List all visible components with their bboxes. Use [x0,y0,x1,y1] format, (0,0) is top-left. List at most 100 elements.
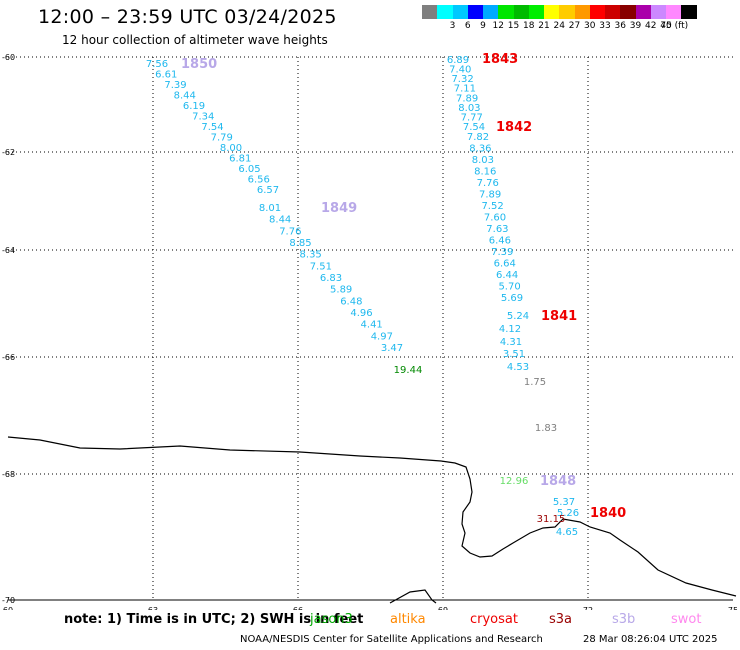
wave-height-label: 19.44 [394,365,423,376]
footnote: note: 1) Time is in UTC; 2) SWH is in fe… [64,612,364,627]
wave-height-label: 6.48 [340,296,362,307]
pass-number-label: 1842 [496,120,532,135]
coastline-path [7,436,737,597]
colorbar-swatch [681,5,697,19]
map-grid: -60 -62 -64 -66 -68 -7060 63 66 69 72 75 [2,53,738,610]
wave-height-label: 5.70 [498,282,520,293]
pass-number-label: 1849 [321,201,357,216]
wave-height-label: 7.77 [461,112,483,123]
map-title: 12:00 – 23:59 UTC 03/24/2025 [38,6,337,28]
colorbar-swatch [650,5,666,19]
colorbar-swatch [544,5,560,19]
colorbar-swatch [574,5,590,19]
pass-number-label: 1841 [541,309,577,324]
colorbar-swatch [437,5,453,19]
pass-labels: 1850 1849 1843 1842 1841 1848 1840 [181,52,626,521]
coastline-path-south [389,589,437,604]
colorbar-swatch [620,5,636,19]
wave-height-label: 1.75 [524,377,546,388]
wave-height-label: 7.39 [491,247,513,258]
wave-height-label: 5.69 [501,293,523,304]
lat-tick-label: -64 [2,246,15,255]
colorbar-label: 6 [464,21,471,31]
wave-height-label: 4.31 [500,337,522,348]
wave-height-label: 8.44 [174,91,196,102]
colorbar-label: 45 [660,21,672,31]
wave-height-label: 7.54 [463,122,485,133]
wave-height-label: 4.12 [499,324,521,335]
colorbar-label: 36 [614,21,626,31]
colorbar-swatch [528,5,544,19]
colorbar-label: 42 [645,21,657,31]
credit-text: NOAA/NESDIS Center for Satellite Applica… [240,634,543,645]
colorbar-swatch [559,5,575,19]
wave-height-label: 7.60 [484,213,506,224]
lat-tick-label: -62 [2,148,15,157]
wave-height-label: 8.03 [472,155,494,166]
wave-height-label: 7.34 [192,112,214,123]
legend-item-s3a: s3a [549,612,573,627]
colorbar-swatch [605,5,621,19]
wave-height-label: 7.51 [310,261,332,272]
map-subtitle: 12 hour collection of altimeter wave hei… [62,33,328,47]
wave-height-label: 7.89 [479,190,501,201]
lon-tick-label: 66 [293,606,303,610]
altimeter-map: -60-62-64-66-68-70606366697275 7.566.617… [2,52,738,610]
colorbar-label: 15 [507,21,520,31]
wave-height-label: 7.40 [449,65,471,76]
wave-height-label: 7.63 [486,224,508,235]
colorbar-swatch [498,5,514,19]
wave-height-label: 6.56 [248,175,270,186]
colorbar-label: 18 [523,21,535,31]
track-labels: 7.566.617.398.446.197.347.547.798.006.81… [146,55,579,538]
wave-height-label: 8.85 [289,238,311,249]
wave-height-label: 5.89 [330,285,352,296]
colorbar-swatch [467,5,483,19]
timestamp-text: 28 Mar 08:26:04 UTC 2025 [583,634,718,645]
wave-height-label: 6.44 [496,270,518,281]
wave-height-label: 5.24 [507,311,529,322]
colorbar-label: 39 [629,21,642,31]
lat-tick-label: -70 [2,596,15,605]
colorbar-label: 9 [480,21,486,31]
legend-item-altika: altika [390,612,426,627]
wave-height-label: 1.83 [535,423,557,434]
wave-height-label: 7.82 [467,132,489,143]
wave-height-label: 7.76 [279,226,301,237]
wave-height-label: 6.57 [257,185,279,196]
legend-item-cryosat: cryosat [470,612,518,627]
wave-height-label: 6.89 [447,55,469,66]
colorbar-label: 12 [492,21,504,31]
wave-height-label: 6.83 [320,273,342,284]
wave-height-label: 7.32 [451,74,473,85]
colorbar-label: 21 [538,21,550,31]
wave-height-label: 6.81 [229,154,251,165]
pass-number-label: 1848 [540,474,576,489]
wave-height-label: 7.54 [201,122,223,133]
colorbar-label: 24 [553,21,565,31]
lon-tick-label: 72 [583,606,593,610]
wave-height-label: 8.36 [469,144,491,155]
wave-height-label: 4.97 [371,331,393,342]
colorbar-swatch [483,5,499,19]
wave-height-label: 6.64 [494,259,516,270]
colorbar-labels: 3 6 9 12 15 18 21 24 27 30 33 36 39 42 45 70 (ft) [422,21,740,33]
wave-height-label: 8.03 [458,103,480,114]
wave-height-label: 7.56 [146,59,168,70]
lon-tick-label: 60 [3,606,13,610]
wave-height-label: 5.37 [553,497,575,508]
colorbar-label: 70 (ft) [660,21,689,31]
wave-height-label: 7.76 [477,178,499,189]
antarctic-coastline [7,436,737,604]
wave-height-label: 4.96 [350,308,372,319]
wave-height-label: 3.47 [381,343,403,354]
legend-item-s3b: s3b [612,612,636,627]
wave-height-label: 7.11 [454,84,476,95]
wave-height-label: 8.16 [474,167,496,178]
colorbar-swatch [452,5,468,19]
wave-height-label: 7.79 [211,133,233,144]
pass-number-label: 1850 [181,57,217,72]
wave-height-label: 8.44 [269,215,291,226]
wave-height-label: 7.89 [456,93,478,104]
wave-height-label: 4.65 [556,527,578,538]
